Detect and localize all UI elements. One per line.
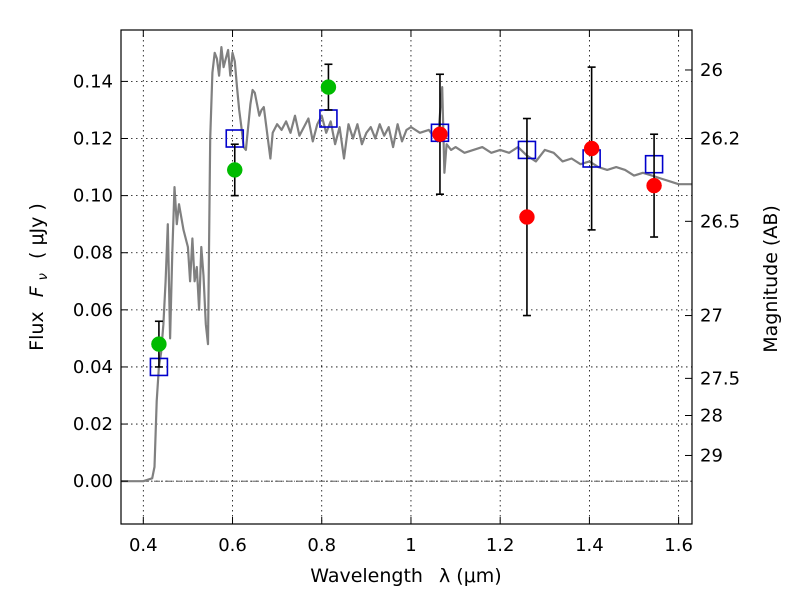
- y2-tick-label: 26.5: [700, 211, 740, 232]
- x-tick-label: 1: [405, 535, 416, 556]
- x-tick-label: 1.4: [575, 535, 604, 556]
- y2-tick-label: 27.5: [700, 368, 740, 389]
- y2-tick-label: 26.2: [700, 129, 740, 150]
- y-tick-label: 0.12: [73, 129, 113, 150]
- y-tick-label: 0.10: [73, 186, 113, 207]
- y-axis-label: Flux F ν ( μJy ): [26, 203, 52, 351]
- x-tick-label: 1.6: [664, 535, 693, 556]
- observed-point: [583, 140, 600, 157]
- y2-tick-label: 28: [700, 405, 723, 426]
- observed-point: [519, 209, 535, 225]
- y2-tick-label: 27: [700, 306, 723, 327]
- grid-lines: [121, 30, 692, 524]
- y-axis-label-subscript: ν: [36, 273, 51, 280]
- y2-axis-label: Magnitude (AB): [760, 205, 782, 353]
- observed-point: [227, 162, 243, 178]
- y-tick-label: 0.08: [73, 243, 113, 264]
- x-tick-label: 0.8: [307, 535, 336, 556]
- series-layer: [121, 46, 692, 483]
- sed-model-line: [121, 46, 692, 483]
- plot-frame: [120, 29, 693, 525]
- y-axis-label-text: Flux: [26, 311, 48, 351]
- observed-point: [320, 79, 337, 95]
- y-tick-label: 0.00: [73, 471, 113, 492]
- y2-tick-label: 26: [700, 60, 723, 81]
- y-tick-label: 0.02: [73, 414, 113, 435]
- x-tick-label: 1.2: [486, 535, 515, 556]
- y-axis-label-units: ( μJy ): [26, 203, 48, 259]
- observed-point: [646, 177, 662, 194]
- y-tick-label: 0.06: [73, 300, 113, 321]
- y2-tick-label: 29: [700, 445, 723, 466]
- y-tick-label: 0.14: [73, 71, 113, 92]
- x-axis-label-symbol: λ (μm): [439, 565, 502, 587]
- y-tick-label: 0.04: [73, 357, 113, 378]
- x-tick-label: 0.4: [129, 535, 158, 556]
- x-axis-label: Wavelength λ (μm): [310, 565, 501, 587]
- observed-point: [432, 126, 448, 142]
- x-axis-label-text: Wavelength: [310, 565, 423, 587]
- axis-ticks: 0.4 0.6 0.8 1 1.2 1.4 1.6 0.00 0.02 0.04 0.06 0.08 0…: [73, 30, 740, 556]
- observed-point: [151, 336, 167, 352]
- x-tick-label: 0.6: [218, 535, 247, 556]
- y-axis-label-symbol: F: [26, 285, 48, 297]
